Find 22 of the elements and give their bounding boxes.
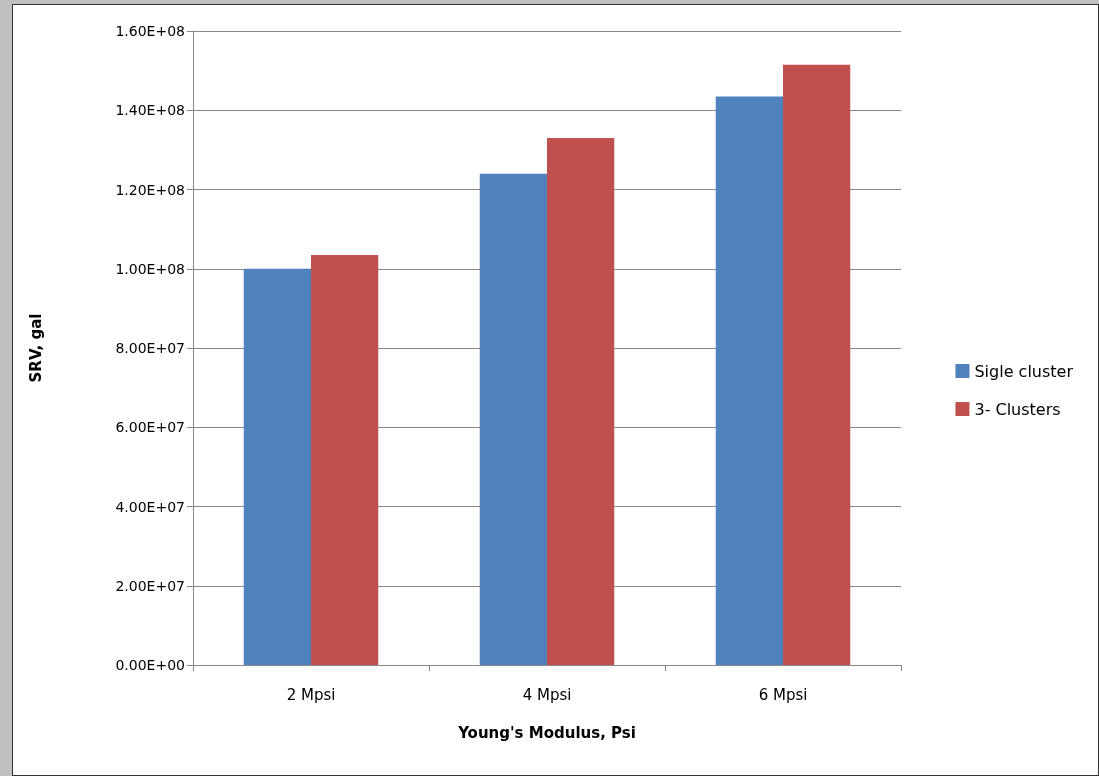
y-tick-label: 1.20E+08 [115, 181, 185, 198]
bar [243, 268, 311, 665]
x-tick-label: 4 Mpsi [522, 685, 572, 704]
y-tick-label: 4.00E+07 [115, 498, 185, 515]
x-tick-label: 2 Mpsi [286, 685, 336, 704]
bar [783, 64, 851, 665]
bar [547, 137, 615, 665]
y-axis-title: SRV, gal [26, 313, 45, 383]
y-tick-label: 1.40E+08 [115, 102, 185, 119]
x-tick-label: 6 Mpsi [758, 685, 808, 704]
y-tick-label: 6.00E+07 [115, 419, 185, 436]
x-axis-title: Young's Modulus, Psi [457, 723, 636, 742]
legend-label: Sigle cluster [974, 361, 1074, 381]
bar [311, 254, 379, 665]
bar [479, 173, 547, 665]
y-tick-label: 8.00E+07 [115, 340, 185, 356]
y-tick-label: 1.60E+08 [115, 23, 185, 39]
y-tick-label: 0.00E+00 [115, 657, 185, 673]
bar [715, 96, 783, 665]
y-tick-label: 2.00E+07 [115, 577, 185, 594]
legend-label: 3- Clusters [974, 399, 1061, 419]
y-tick-label: 1.00E+08 [115, 260, 185, 277]
